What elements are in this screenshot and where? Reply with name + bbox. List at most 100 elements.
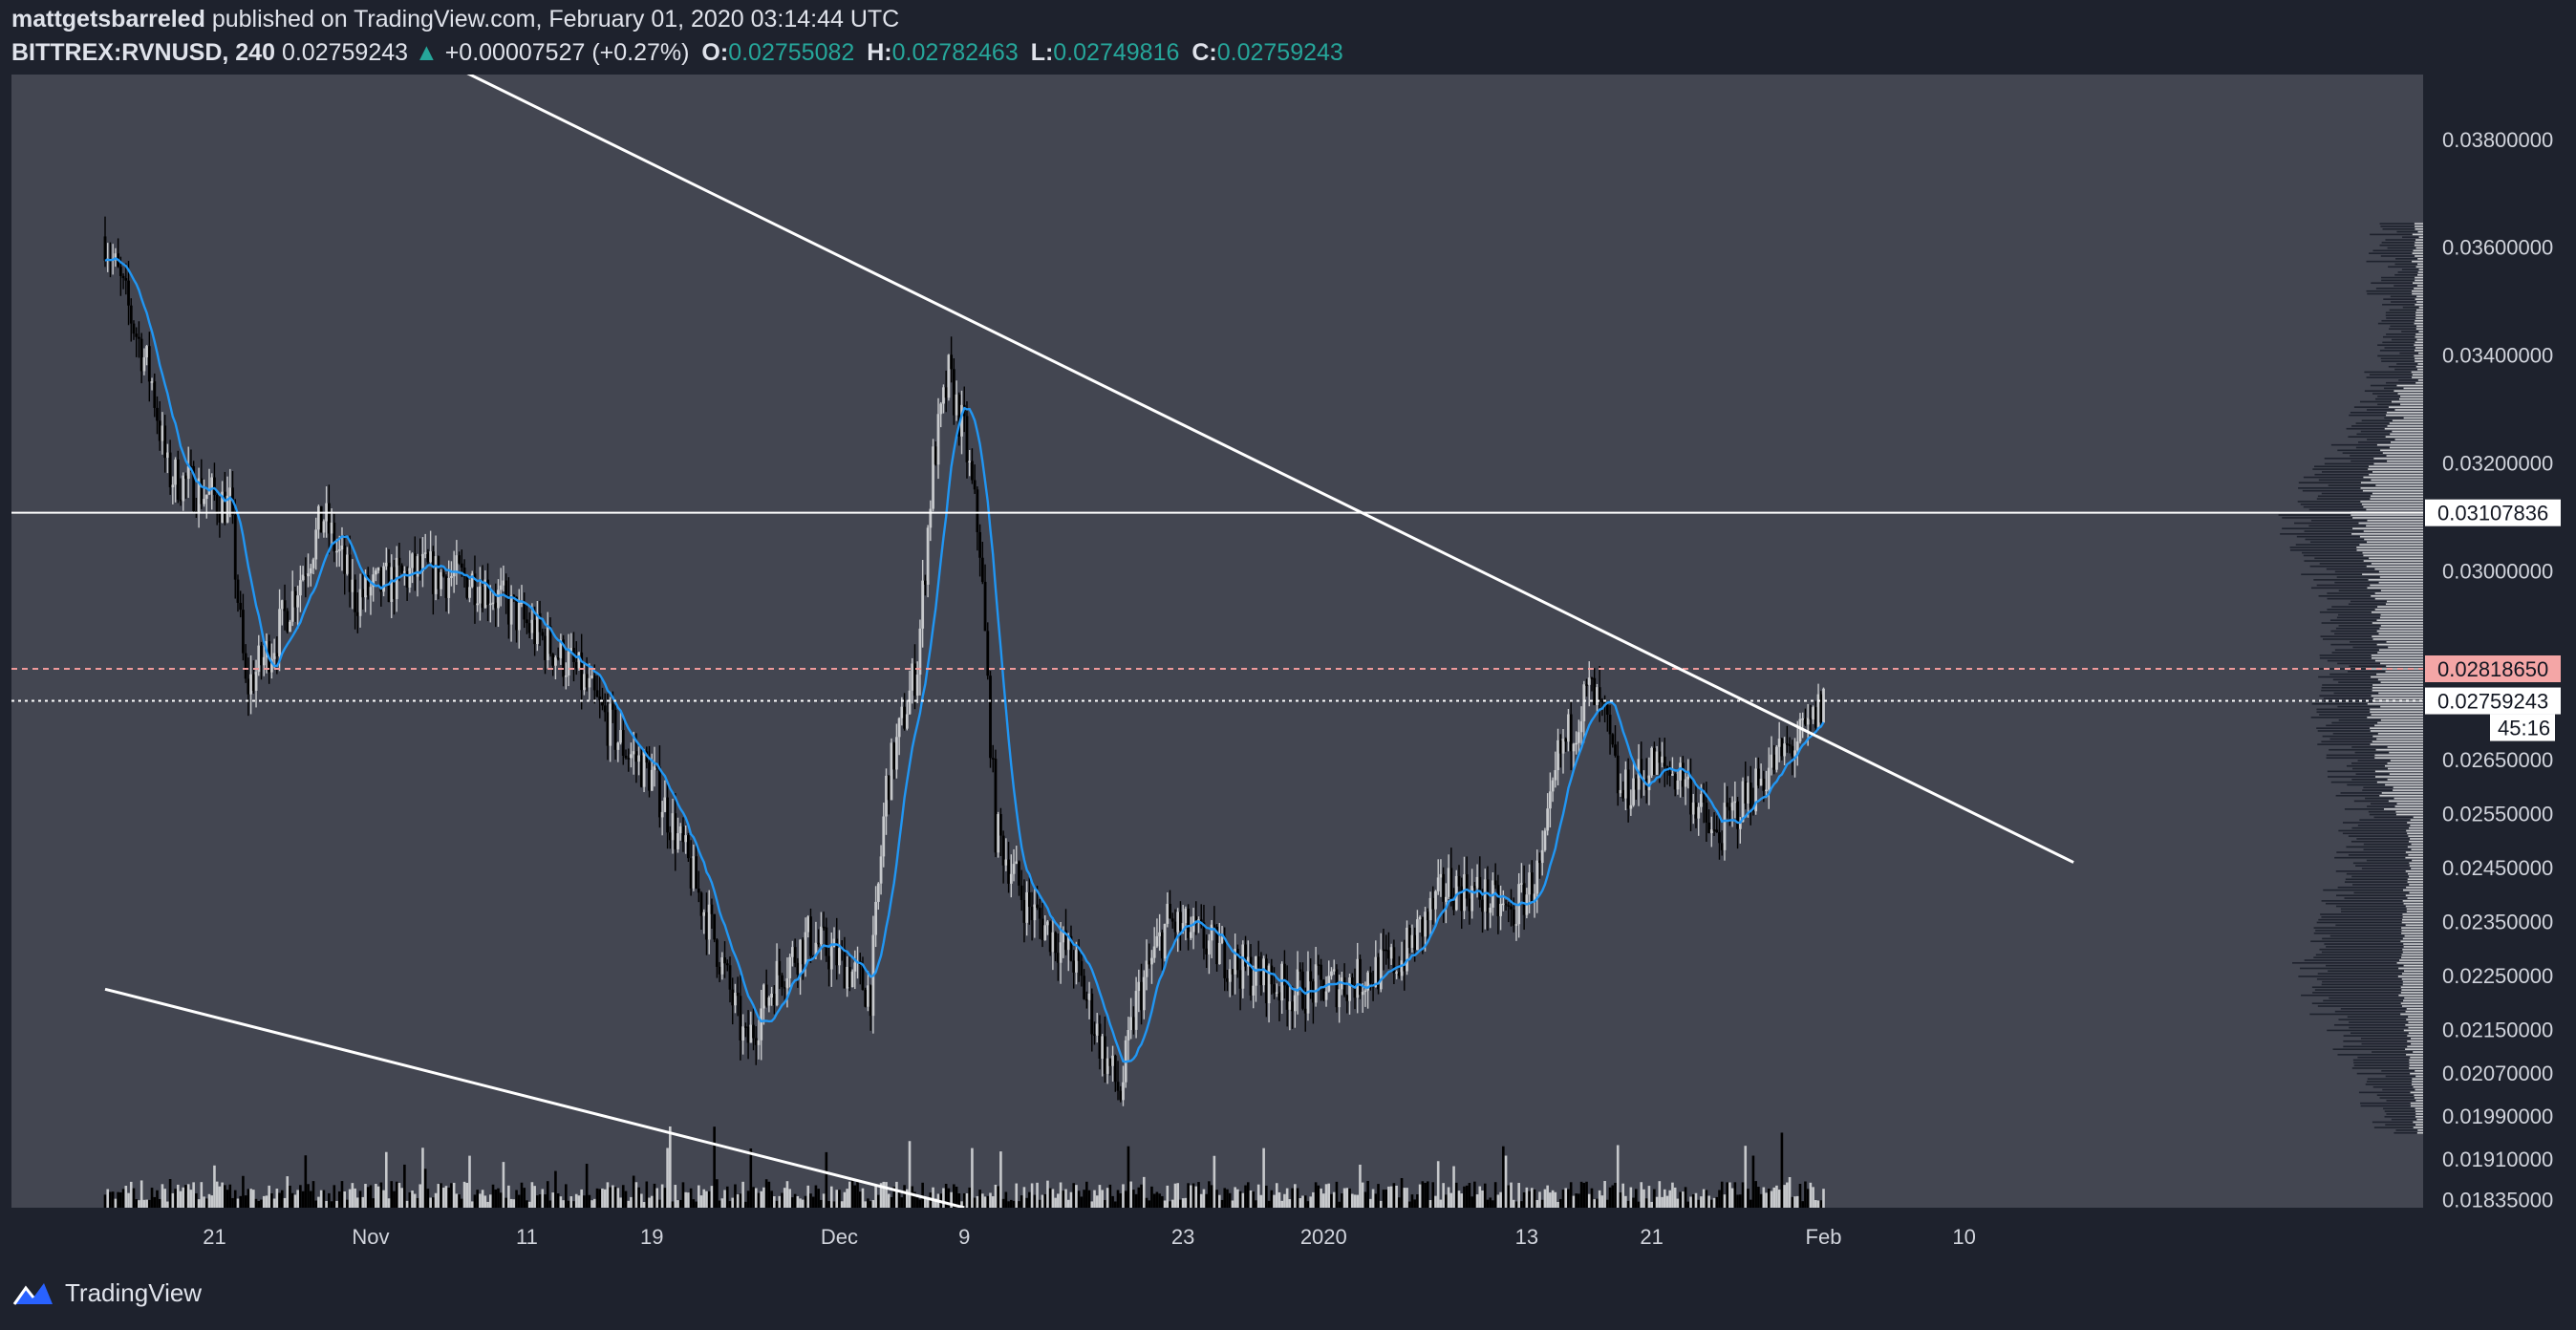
volume-bar [523,1188,526,1208]
volume-bar [994,1184,998,1208]
volume-bar [593,1198,596,1208]
candle-body [609,703,612,746]
profile-row [2401,1005,2423,1007]
profile-row [2409,826,2423,829]
candle-body [1431,897,1435,910]
volume-bar [1202,1189,1206,1208]
profile-row [2369,374,2413,376]
profile-row [2362,489,2423,492]
volume-bar [343,1191,346,1208]
price-axis[interactable]: 0.038000000.036000000.034000000.03200000… [2442,128,2553,1212]
candle-body [1324,991,1328,1000]
volume-bar [1270,1190,1274,1208]
volume-bar [249,1189,252,1208]
volume-bar [1473,1181,1476,1208]
profile-row [2329,673,2377,676]
profile-row [2356,547,2423,548]
profile-row [2389,422,2423,424]
chart-pane[interactable] [11,75,2423,1208]
volume-bar [632,1175,635,1208]
profile-row [2378,570,2423,573]
profile-row [2322,735,2373,738]
volume-bar [1265,1185,1268,1208]
candle-body [606,712,610,746]
profile-row [2394,805,2423,807]
volume-bar [804,1195,807,1208]
profile-row [2324,943,2404,945]
candle-body [1767,767,1771,790]
profile-row [2370,711,2423,714]
volume-bar [1650,1201,1653,1208]
volume-bar [455,1193,459,1208]
profile-row [2304,560,2364,562]
candle-body [533,619,537,645]
profile-row [2349,414,2387,417]
volume-bar [734,1184,737,1208]
candle-body [1652,747,1656,775]
candle-body [179,500,182,502]
candle-body [817,942,821,945]
trendlines[interactable] [104,72,2074,1208]
volume-bar [754,1188,758,1208]
candle-body [138,336,140,339]
volume-bar [1119,1192,1123,1208]
profile-row [2414,350,2423,352]
profile-row [2415,225,2423,227]
volume-bar [1407,1201,1411,1208]
profile-row [2353,891,2410,894]
time-axis[interactable]: 21 Nov 11 19 Dec 9 23 2020 13 21 Feb 10 [203,1225,1976,1249]
volume-bar [720,1198,724,1208]
profile-row [2355,446,2390,449]
volume-bar [1665,1195,1669,1208]
volume-bar [182,1187,185,1208]
volume-bar [1575,1193,1578,1208]
profile-row [2385,1124,2416,1126]
volume-bar [1538,1191,1541,1208]
candle-body [1759,779,1763,786]
candle-body [458,555,461,564]
candle-body [1561,739,1565,754]
candle-body [176,459,180,501]
candle-body [1762,779,1766,791]
profile-row [2389,751,2423,754]
volume-bar [1036,1182,1039,1208]
profile-row [2360,482,2423,483]
candle-body [671,813,675,841]
profile-row [2402,951,2423,954]
volume-bar [213,1165,216,1208]
profile-row [2409,1064,2423,1066]
candle-body [1299,969,1302,972]
volume-bar [461,1198,463,1208]
volume-bar [746,1191,750,1208]
volume-bar [1255,1200,1257,1208]
volume-bar [1108,1184,1112,1208]
tradingview-brand[interactable]: TradingView [11,1278,202,1308]
volume-bar [762,1187,765,1208]
profile-row [2375,748,2423,751]
candle-body [1377,956,1380,990]
candle-body [1127,1030,1130,1040]
candle-body [655,766,659,768]
author-name[interactable]: mattgetsbarreled [11,6,205,32]
profile-row [2329,738,2377,740]
profile-row [2389,328,2416,331]
profile-row [2415,1100,2423,1102]
candle-body [583,674,586,691]
profile-row [2317,743,2371,745]
profile-row [2413,282,2423,285]
volume-bar [1048,1188,1052,1208]
candle-body [127,280,130,306]
volume-bar [832,1201,836,1208]
profile-row [2383,808,2423,810]
candle-body [1361,992,1364,996]
profile-row [2417,263,2423,266]
profile-row [2379,576,2423,578]
candle-body [1244,944,1247,967]
low-label: L: [1030,39,1054,66]
symbol-name[interactable]: BITTREX:RVNUSD, 240 [11,39,275,66]
volume-bar [619,1197,622,1208]
candle-body [1303,1008,1307,1014]
volume-bar [416,1197,419,1208]
candle-body [804,932,807,965]
